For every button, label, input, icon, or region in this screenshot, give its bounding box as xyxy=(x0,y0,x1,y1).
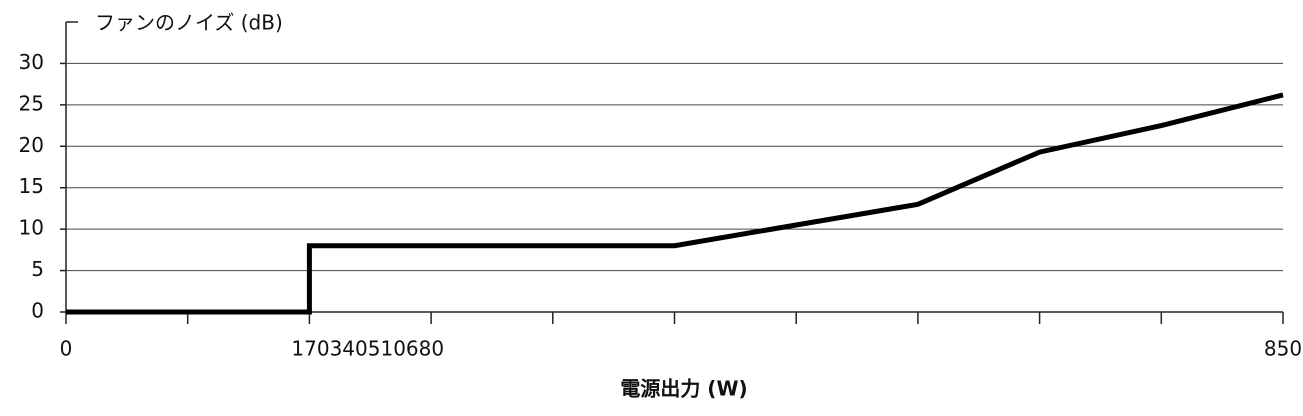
x-tick-label: 0 xyxy=(60,337,73,361)
x-axis-title: 電源出力 (W) xyxy=(620,377,747,401)
y-tick-label: 10 xyxy=(19,216,44,240)
y-tick-label: 15 xyxy=(19,174,44,198)
y-axis-title: ファンのノイズ (dB) xyxy=(95,11,283,35)
line xyxy=(66,92,1284,315)
x-tick-label: 170340510680 xyxy=(291,337,444,361)
y-tick-label: 5 xyxy=(31,257,44,281)
y-tick-label: 0 xyxy=(31,299,44,323)
y-tick-label: 25 xyxy=(19,91,44,115)
x-tick-label: 850 xyxy=(1264,337,1302,361)
y-tick-label: 30 xyxy=(19,50,44,74)
y-tick-label: 20 xyxy=(19,133,44,157)
